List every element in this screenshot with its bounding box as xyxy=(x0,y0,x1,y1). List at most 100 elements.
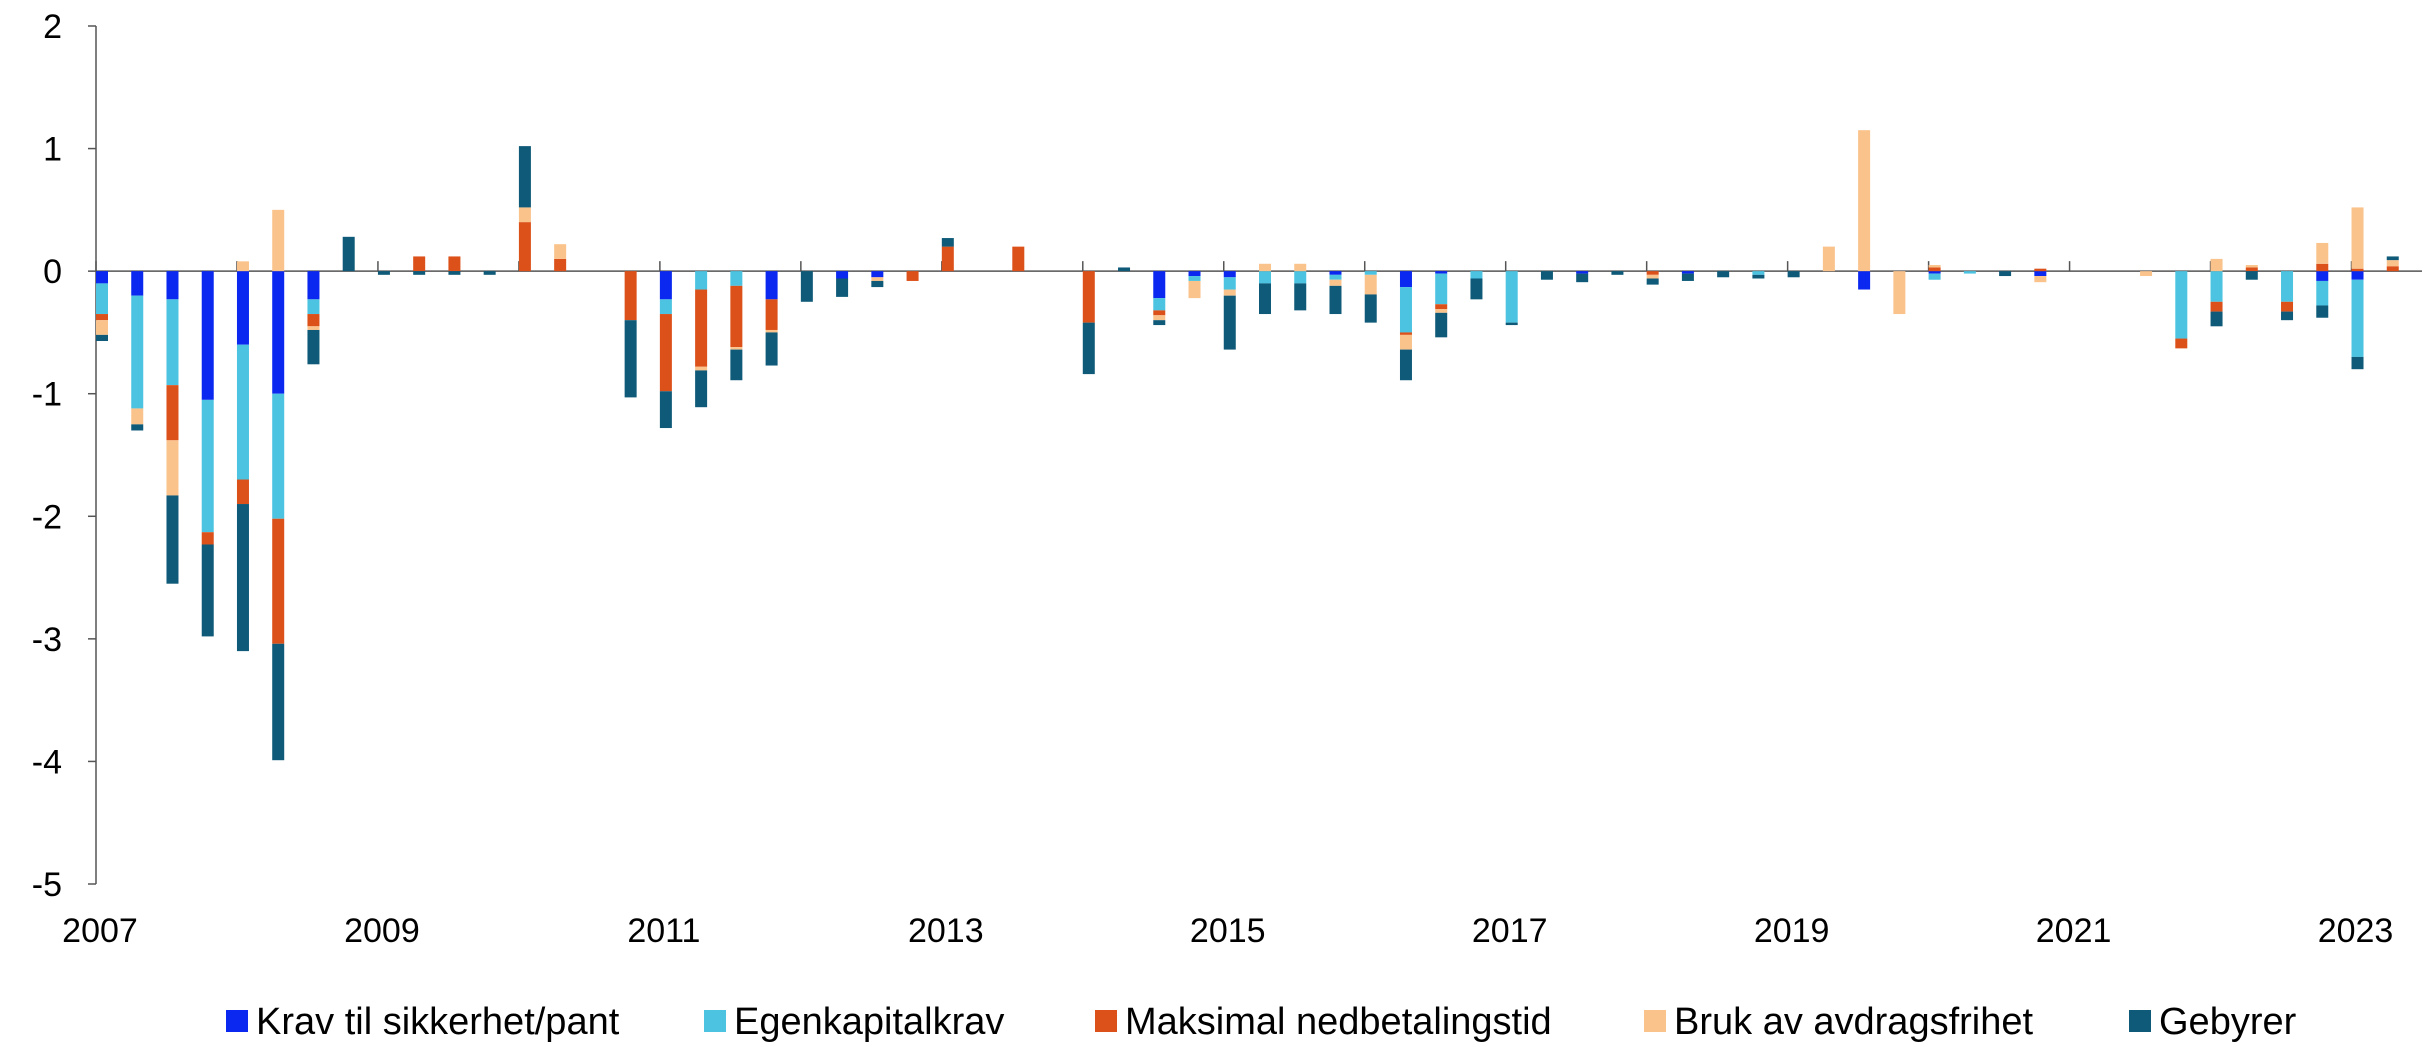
bar-segment xyxy=(659,271,672,300)
bar-segment xyxy=(1399,349,1412,381)
bar-segment xyxy=(1540,271,1553,280)
bar-segment xyxy=(554,244,567,259)
bar-segment xyxy=(1681,273,1694,281)
bar-segment xyxy=(1963,271,1976,274)
legend-swatch xyxy=(1095,1010,1117,1032)
bar-segment xyxy=(836,271,849,279)
bar-segment xyxy=(1082,322,1095,375)
bar-segment xyxy=(2386,260,2399,267)
bar-segment xyxy=(413,256,426,272)
bar-segment xyxy=(941,238,954,247)
bar-segment xyxy=(695,370,708,408)
bar-segment xyxy=(1470,271,1483,279)
bar-segment xyxy=(2210,311,2223,327)
legend-swatch xyxy=(704,1010,726,1032)
bar-segment xyxy=(2245,267,2258,272)
bar-segment xyxy=(1153,315,1166,321)
bar-segment xyxy=(96,283,108,315)
x-tick-label: 2017 xyxy=(1472,912,1548,950)
bar-segment xyxy=(1928,265,1941,268)
bar-segment xyxy=(236,271,249,345)
bar-segment xyxy=(1576,273,1589,283)
y-tick-label: -3 xyxy=(32,621,62,659)
legend: Krav til sikkerhet/pant Egenkapitalkrav Ma… xyxy=(226,1001,2297,1043)
bar-segment xyxy=(2316,280,2329,306)
bar-segment xyxy=(1435,273,1448,305)
bar-segment xyxy=(1118,267,1131,272)
bar-segment xyxy=(2281,311,2294,321)
bar-segment xyxy=(307,314,320,327)
y-tick-label: -4 xyxy=(32,743,62,781)
legend-swatch xyxy=(1644,1010,1666,1032)
bar-segment xyxy=(1646,271,1659,275)
bar-segment xyxy=(2281,301,2294,312)
bar-segment xyxy=(1752,271,1765,275)
bar-segment xyxy=(448,271,461,275)
bar-segment xyxy=(236,344,249,480)
bar-segment xyxy=(1223,271,1236,278)
bar-segment xyxy=(2316,271,2329,281)
y-tick-label: -1 xyxy=(32,376,62,414)
bar-segment xyxy=(871,280,884,288)
bar-segment xyxy=(1646,274,1659,279)
legend-item: Bruk av avdragsfrihet xyxy=(1644,1001,2033,1043)
bar-segment xyxy=(1399,271,1412,288)
bar-segment xyxy=(377,271,390,275)
bar-segment xyxy=(1787,271,1800,278)
bar-segment xyxy=(2245,265,2258,268)
bar-segment xyxy=(166,271,179,300)
bar-segment xyxy=(2245,271,2258,280)
x-tick-label: 2013 xyxy=(908,912,984,950)
bar-segment xyxy=(272,643,285,761)
bar-segment xyxy=(1188,276,1201,281)
bar-segment xyxy=(1999,271,2012,277)
legend-item: Egenkapitalkrav xyxy=(704,1001,1004,1043)
legend-swatch xyxy=(2129,1010,2151,1032)
x-tick-label: 2009 xyxy=(344,912,420,950)
bar-segment xyxy=(730,349,743,381)
bar-segment xyxy=(800,271,813,302)
bar-segment xyxy=(272,518,285,644)
bar-segment xyxy=(765,332,778,366)
x-tick-label: 2007 xyxy=(62,912,138,950)
bar-segment xyxy=(1153,271,1166,299)
bar-segment xyxy=(2175,271,2188,339)
bar-segment xyxy=(2351,268,2364,272)
bar-segment xyxy=(2034,276,2047,283)
bar-segment xyxy=(1928,271,1941,274)
legend-item: Gebyrer xyxy=(2129,1001,2297,1043)
legend-label: Maksimal nedbetalingstid xyxy=(1125,1001,1552,1042)
bar-segment xyxy=(1928,267,1941,272)
bar-segment xyxy=(1505,322,1518,326)
bar-segment xyxy=(1223,289,1236,296)
bar-segment xyxy=(1435,312,1448,338)
bar-segment xyxy=(1364,271,1377,275)
bar-segment xyxy=(765,271,778,300)
bar-segment xyxy=(1928,273,1941,280)
bar-segment xyxy=(1329,285,1342,315)
bar-segment xyxy=(96,320,108,335)
bar-segment xyxy=(2386,256,2399,261)
bar-segment xyxy=(201,544,214,637)
bar-segment xyxy=(2210,301,2223,312)
bar-segment xyxy=(1259,263,1271,272)
bar-segment xyxy=(695,366,708,371)
bar-segment xyxy=(2386,266,2399,272)
x-tick-label: 2023 xyxy=(2318,912,2394,950)
bar-segment xyxy=(236,261,249,272)
bar-segment xyxy=(1223,295,1236,350)
bar-segment xyxy=(1223,277,1236,290)
bar-segment xyxy=(2140,271,2153,277)
bar-segment xyxy=(871,271,884,278)
x-tick-label: 2015 xyxy=(1190,912,1266,950)
bar-segment xyxy=(272,209,285,272)
bars xyxy=(96,130,2399,761)
bar-segment xyxy=(2351,271,2364,280)
bar-segment xyxy=(1435,309,1448,313)
axes xyxy=(88,25,2422,885)
bar-segment xyxy=(1399,287,1412,333)
bar-segment xyxy=(1259,271,1271,284)
